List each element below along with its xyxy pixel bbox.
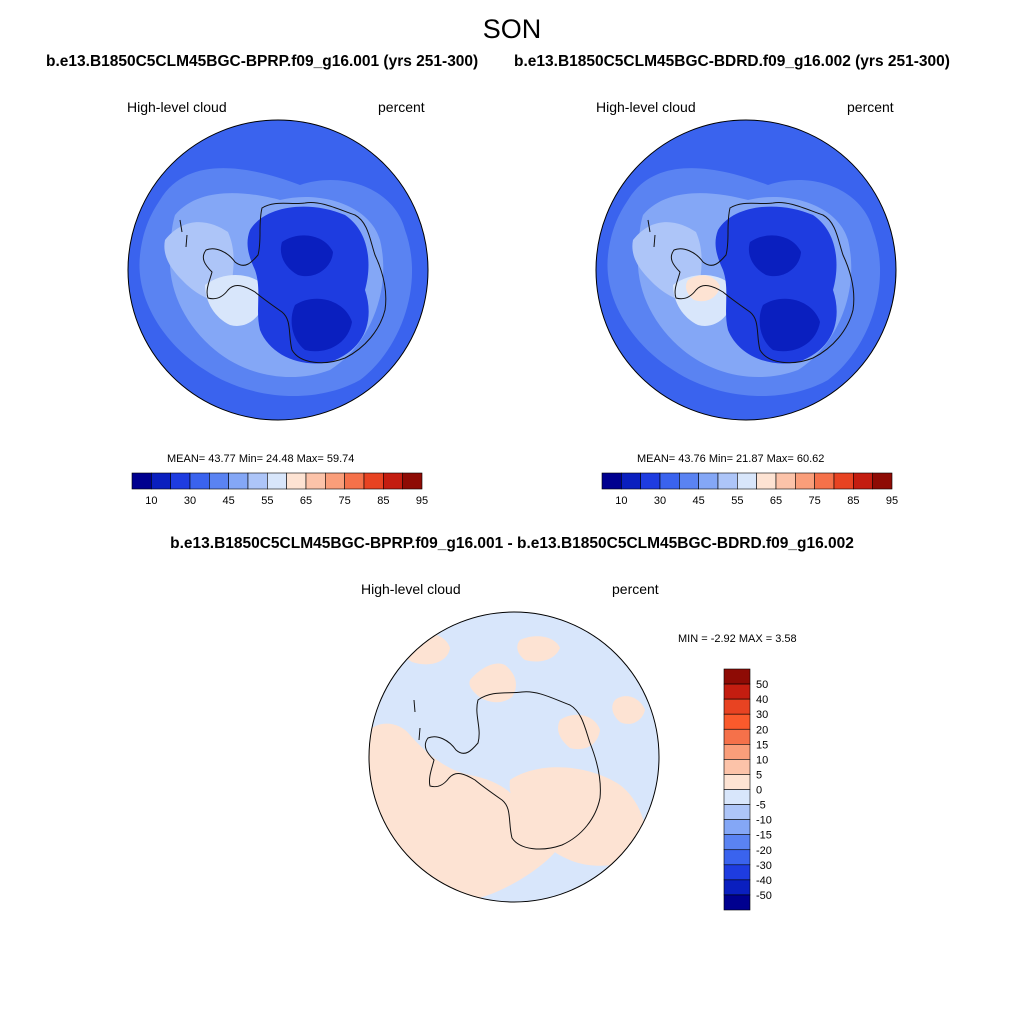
colorbar2-swatch [833, 472, 854, 490]
colorbar3-label: 40 [756, 694, 768, 706]
colorbar3-label: -5 [756, 800, 766, 812]
panel1-stats: MEAN= 43.77 Min= 24.48 Max= 59.74 [167, 453, 355, 465]
colorbar3-label: -30 [756, 860, 772, 872]
panel3-units: percent [612, 581, 659, 597]
colorbar1-swatch [363, 472, 384, 490]
colorbar3-swatch [723, 668, 751, 685]
map1-boundary [127, 119, 429, 421]
colorbar2-swatch [698, 472, 719, 490]
map-panel-difference [369, 612, 659, 902]
colorbar3-label: 5 [756, 769, 762, 781]
colorbar3-swatch [723, 864, 751, 881]
panel3-variable: High-level cloud [361, 581, 461, 597]
colorbar1-swatch [402, 472, 423, 490]
map3-boundary [368, 611, 660, 903]
colorbar1-label: 45 [223, 495, 235, 507]
colorbar2-swatch [814, 472, 835, 490]
colorbar2-label: 10 [615, 495, 627, 507]
colorbar2-label: 95 [886, 495, 898, 507]
colorbar3-swatch [723, 728, 751, 745]
colorbar3-swatch [723, 713, 751, 730]
colorbar3-label: 0 [756, 785, 762, 797]
colorbar3-label: 15 [756, 739, 768, 751]
colorbar-panel-1: 10 30 45 55 65 75 85 95 [131, 472, 428, 507]
colorbar1-label: 95 [416, 495, 428, 507]
colorbar1-swatch [286, 472, 307, 490]
colorbar3-label: -20 [756, 845, 772, 857]
colorbar-panel-2: 10 30 45 55 65 75 85 95 [601, 472, 898, 507]
colorbar3-label: 30 [756, 709, 768, 721]
colorbar2-swatch [640, 472, 661, 490]
colorbar2-label: 55 [731, 495, 743, 507]
colorbar1-label: 30 [184, 495, 196, 507]
colorbar3-label: -15 [756, 830, 772, 842]
case2-title: b.e13.B1850C5CLM45BGC-BDRD.f09_g16.002 (… [514, 53, 950, 70]
difference-title: b.e13.B1850C5CLM45BGC-BPRP.f09_g16.001 -… [170, 535, 854, 552]
colorbar2-label: 65 [770, 495, 782, 507]
colorbar2-swatch [717, 472, 738, 490]
season-title: SON [482, 14, 542, 44]
colorbar2-label: 30 [654, 495, 666, 507]
colorbar3-swatch [723, 789, 751, 805]
colorbar2-swatch [737, 472, 757, 490]
panel3-stats: MIN = -2.92 MAX = 3.58 [678, 633, 797, 645]
colorbar1-swatch [189, 472, 210, 490]
colorbar1-swatch [325, 472, 345, 490]
colorbar1-swatch [305, 472, 326, 490]
panel2-variable: High-level cloud [596, 99, 696, 115]
colorbar2-swatch [659, 472, 680, 490]
colorbar3-swatch [723, 759, 751, 775]
colorbar1-swatch [267, 472, 287, 490]
panel1-units: percent [378, 99, 425, 115]
map2-boundary [595, 119, 897, 421]
colorbar3-label: -50 [756, 890, 772, 902]
colorbar3-swatch [723, 744, 751, 760]
colorbar3-swatch [723, 849, 751, 866]
colorbar3-swatch [723, 834, 751, 851]
colorbar1-label: 75 [339, 495, 351, 507]
panel1-variable: High-level cloud [127, 99, 227, 115]
colorbar2-swatch [756, 472, 777, 490]
map-panel-2 [596, 120, 896, 420]
case1-title: b.e13.B1850C5CLM45BGC-BPRP.f09_g16.001 (… [46, 53, 479, 70]
colorbar2-label: 85 [847, 495, 859, 507]
colorbar3-swatch [723, 683, 751, 700]
colorbar3-swatch [723, 879, 751, 896]
panel2-stats: MEAN= 43.76 Min= 21.87 Max= 60.62 [637, 453, 825, 465]
colorbar3-swatch [723, 819, 751, 835]
colorbar1-swatch [247, 472, 268, 490]
colorbar3-label: 20 [756, 724, 768, 736]
colorbar1-swatch [131, 472, 152, 490]
colorbar2-swatch [621, 472, 641, 490]
colorbar3-swatch [723, 804, 751, 820]
colorbar3-swatch [723, 698, 751, 715]
colorbar1-swatch [344, 472, 365, 490]
colorbar2-label: 45 [693, 495, 705, 507]
colorbar1-swatch [170, 472, 191, 490]
colorbar2-swatch [795, 472, 815, 490]
colorbar3-label: 50 [756, 679, 768, 691]
colorbar1-swatch [228, 472, 249, 490]
colorbar1-label: 85 [377, 495, 389, 507]
panel2-units: percent [847, 99, 894, 115]
colorbar3-swatch [723, 774, 751, 790]
colorbar1-swatch [151, 472, 171, 490]
colorbar1-label: 10 [145, 495, 157, 507]
colorbar2-swatch [853, 472, 873, 490]
colorbar2-swatch [775, 472, 796, 490]
colorbar2-swatch [872, 472, 893, 490]
colorbar2-swatch [601, 472, 622, 490]
colorbar1-label: 65 [300, 495, 312, 507]
colorbar3-label: -10 [756, 815, 772, 827]
colorbar3-swatch [723, 894, 751, 911]
colorbar3-label: 10 [756, 754, 768, 766]
colorbar2-swatch [679, 472, 699, 490]
colorbar2-label: 75 [809, 495, 821, 507]
colorbar1-label: 55 [261, 495, 273, 507]
colorbar3-label: -40 [756, 875, 772, 887]
colorbar1-swatch [383, 472, 403, 490]
colorbar1-swatch [209, 472, 229, 490]
